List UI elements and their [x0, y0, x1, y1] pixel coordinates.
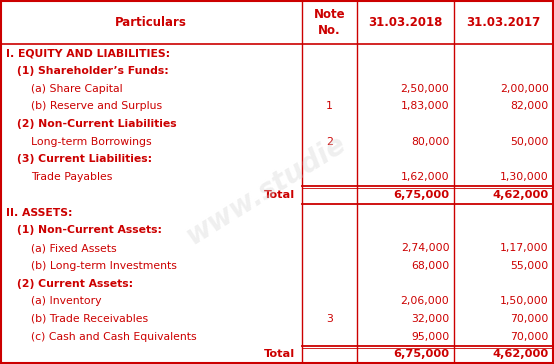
Text: (b) Trade Receivables: (b) Trade Receivables	[31, 314, 148, 324]
Text: 4,62,000: 4,62,000	[493, 190, 549, 200]
Text: Long-term Borrowings: Long-term Borrowings	[31, 137, 152, 147]
Text: (2) Current Assets:: (2) Current Assets:	[17, 278, 134, 289]
Text: I. EQUITY AND LIABILITIES:: I. EQUITY AND LIABILITIES:	[6, 48, 170, 58]
Text: 6,75,000: 6,75,000	[393, 349, 449, 359]
Text: Total: Total	[264, 349, 295, 359]
Text: 82,000: 82,000	[511, 101, 549, 111]
Text: II. ASSETS:: II. ASSETS:	[6, 207, 73, 218]
Text: 70,000: 70,000	[510, 314, 549, 324]
Text: 31.03.2018: 31.03.2018	[368, 16, 443, 29]
Text: 1,83,000: 1,83,000	[401, 101, 449, 111]
Text: 4,62,000: 4,62,000	[493, 349, 549, 359]
Text: (b) Reserve and Surplus: (b) Reserve and Surplus	[31, 101, 162, 111]
Text: (1) Non-Current Assets:: (1) Non-Current Assets:	[17, 225, 162, 236]
Text: (3) Current Liabilities:: (3) Current Liabilities:	[17, 154, 152, 165]
Text: 1,17,000: 1,17,000	[500, 243, 549, 253]
Text: 1,30,000: 1,30,000	[500, 172, 549, 182]
Text: 80,000: 80,000	[411, 137, 449, 147]
Text: 3: 3	[326, 314, 333, 324]
Text: Total: Total	[264, 190, 295, 200]
Text: Trade Payables: Trade Payables	[31, 172, 112, 182]
Text: 2,50,000: 2,50,000	[401, 83, 449, 94]
Text: Particulars: Particulars	[115, 16, 187, 29]
Text: 1: 1	[326, 101, 333, 111]
Text: (c) Cash and Cash Equivalents: (c) Cash and Cash Equivalents	[31, 332, 197, 342]
Text: (a) Fixed Assets: (a) Fixed Assets	[31, 243, 117, 253]
Text: 2,74,000: 2,74,000	[401, 243, 449, 253]
Text: 1,62,000: 1,62,000	[401, 172, 449, 182]
Text: 2,06,000: 2,06,000	[401, 296, 449, 306]
Text: (2) Non-Current Liabilities: (2) Non-Current Liabilities	[17, 119, 177, 129]
Text: 2: 2	[326, 137, 333, 147]
Text: 6,75,000: 6,75,000	[393, 190, 449, 200]
Text: 95,000: 95,000	[411, 332, 449, 342]
Text: 2,00,000: 2,00,000	[500, 83, 549, 94]
Text: (a) Share Capital: (a) Share Capital	[31, 83, 123, 94]
Text: www.studie: www.studie	[181, 129, 351, 250]
Text: 1,50,000: 1,50,000	[500, 296, 549, 306]
Text: 31.03.2017: 31.03.2017	[466, 16, 541, 29]
Text: (b) Long-term Investments: (b) Long-term Investments	[31, 261, 177, 271]
Text: (a) Inventory: (a) Inventory	[31, 296, 101, 306]
Text: 70,000: 70,000	[510, 332, 549, 342]
Text: 55,000: 55,000	[511, 261, 549, 271]
Text: 50,000: 50,000	[510, 137, 549, 147]
Text: 68,000: 68,000	[411, 261, 449, 271]
Text: 32,000: 32,000	[411, 314, 449, 324]
Text: (1) Shareholder’s Funds:: (1) Shareholder’s Funds:	[17, 66, 169, 76]
Text: Note
No.: Note No.	[314, 8, 345, 37]
